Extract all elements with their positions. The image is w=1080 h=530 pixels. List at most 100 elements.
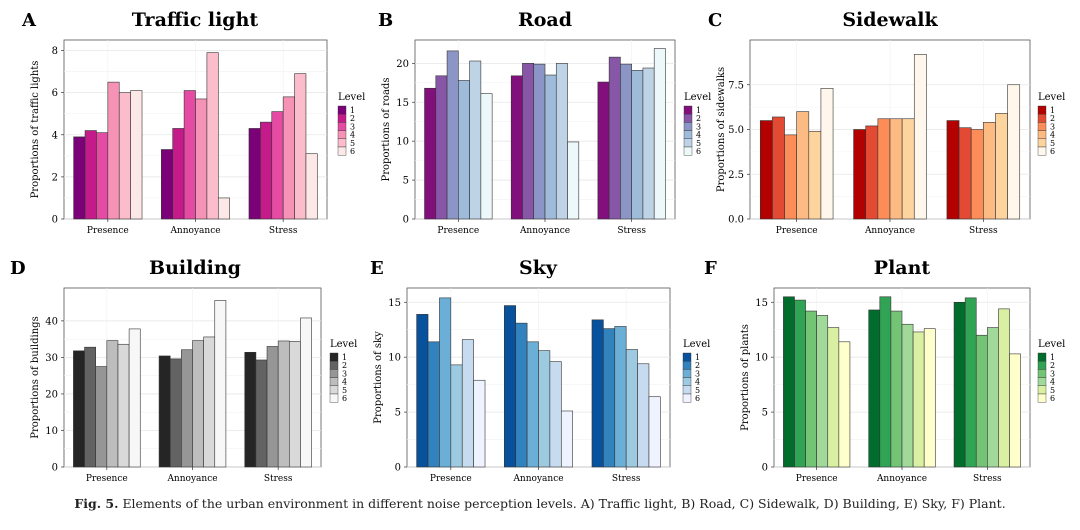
bar-presence-level-1 (73, 350, 85, 468)
x-tick-label: Stress (969, 226, 998, 236)
legend-swatch-level-6 (1037, 393, 1047, 403)
bar-presence-level-5 (118, 92, 131, 220)
legend-label: 1 (695, 353, 700, 362)
chart-title: Building (149, 257, 241, 279)
bar-annoyance-level-6 (923, 328, 936, 468)
bar-annoyance-level-6 (214, 300, 227, 468)
legend-swatch-level-1 (1037, 352, 1047, 362)
legend-swatch-level-6 (337, 146, 347, 156)
x-tick-label: Presence (86, 474, 128, 484)
bar-presence-level-3 (784, 134, 797, 220)
bar-annoyance-level-4 (538, 350, 551, 468)
y-tick-label: 20 (396, 59, 409, 70)
bar-annoyance-level-3 (181, 349, 193, 468)
y-tick-label: 0 (52, 215, 58, 226)
bar-annoyance-level-2 (879, 296, 892, 468)
bar-presence-level-3 (96, 132, 109, 220)
legend-label: 1 (1050, 106, 1055, 115)
legend-label: 5 (696, 139, 701, 148)
bar-presence-level-5 (461, 339, 474, 468)
bar-presence-level-3 (446, 50, 459, 220)
bar-annoyance-level-4 (901, 323, 914, 468)
bar-annoyance-level-3 (890, 310, 903, 468)
y-tick-label: 15 (396, 98, 409, 109)
bar-annoyance-level-2 (169, 358, 182, 468)
legend-title: Level (330, 339, 357, 350)
bar-presence-level-2 (794, 299, 806, 468)
bar-stress-level-6 (653, 48, 666, 220)
bar-annoyance-level-4 (192, 340, 204, 468)
legend-label: 4 (1050, 131, 1055, 140)
bar-presence-level-1 (424, 87, 437, 220)
legend-swatch-level-6 (683, 146, 693, 156)
bar-annoyance-level-4 (889, 118, 903, 220)
bar-stress-level-4 (625, 349, 638, 468)
legend-swatch-level-6 (329, 393, 339, 403)
bar-presence-level-5 (117, 343, 130, 468)
y-tick-label: 30 (45, 353, 58, 364)
legend-label: 4 (695, 378, 700, 387)
legend-label: 3 (1050, 369, 1055, 378)
bar-presence-level-3 (805, 310, 817, 468)
y-axis-label: Proportions of traffic lights (30, 61, 41, 199)
legend-title: Level (1038, 92, 1065, 103)
bar-annoyance-level-1 (510, 75, 523, 220)
chart-panel-b: Presence Annoyance Stress05101520Proportio… (378, 9, 711, 236)
x-tick-label: Stress (617, 226, 646, 236)
bar-annoyance-level-5 (912, 331, 925, 468)
bar-stress-level-1 (248, 128, 261, 220)
bar-annoyance-level-5 (901, 118, 915, 220)
y-tick-label: 10 (396, 137, 409, 148)
bar-stress-level-5 (637, 363, 650, 468)
bar-stress-level-1 (953, 301, 966, 468)
bar-annoyance-level-3 (183, 90, 196, 220)
bar-annoyance-level-5 (203, 336, 216, 468)
bar-stress-level-5 (294, 73, 307, 220)
legend-label: 6 (695, 394, 700, 403)
legend-title: Level (338, 92, 365, 103)
bar-presence-level-1 (783, 296, 795, 468)
bar-annoyance-level-3 (526, 341, 539, 468)
y-tick-label: 20 (45, 389, 58, 400)
chart-title: Traffic light (132, 9, 259, 31)
bar-annoyance-level-3 (877, 118, 891, 220)
bar-stress-level-4 (983, 122, 996, 220)
chart-panel-d: Presence Annoyance Stress 0 10 20 30 40 Proporti… (10, 257, 357, 484)
bar-annoyance-level-1 (161, 149, 174, 220)
bar-annoyance-level-6 (217, 197, 230, 220)
caption-label: Fig. 5. (74, 496, 119, 511)
legend-label: 5 (350, 139, 355, 148)
y-tick-label: 10 (45, 426, 58, 437)
legend-label: 3 (695, 369, 700, 378)
bar-stress-level-1 (244, 351, 257, 468)
bar-stress-level-2 (603, 328, 616, 468)
panel-letter: C (708, 10, 722, 31)
bar-annoyance-level-2 (522, 63, 535, 220)
legend-swatch-level-4 (1037, 130, 1047, 140)
legend-swatch-level-2 (1037, 113, 1047, 123)
y-axis-label: Proportions of buildings (30, 316, 41, 438)
chart-title: Plant (874, 257, 931, 279)
legend-label: 6 (350, 147, 355, 156)
legend-label: 1 (1050, 353, 1055, 362)
bar-annoyance-level-6 (567, 141, 580, 220)
legend-swatch-level-4 (337, 130, 347, 140)
bar-stress-level-1 (597, 81, 610, 220)
x-tick-label: Annoyance (512, 474, 563, 484)
bar-presence-level-6 (128, 328, 141, 468)
legend-swatch-level-5 (683, 138, 693, 148)
legend-label: 1 (350, 106, 355, 115)
bar-stress-level-3 (614, 326, 627, 468)
y-tick-label: 5.0 (728, 125, 744, 136)
chart-title: Sidewalk (842, 9, 938, 31)
y-axis-label: Proportions of plants (740, 324, 751, 431)
y-tick-label: 10 (755, 353, 768, 364)
y-tick-label: 0 (762, 463, 768, 474)
legend-swatch-level-4 (1037, 377, 1047, 387)
y-tick-label: 5 (403, 176, 409, 187)
bar-stress-level-6 (305, 153, 318, 220)
